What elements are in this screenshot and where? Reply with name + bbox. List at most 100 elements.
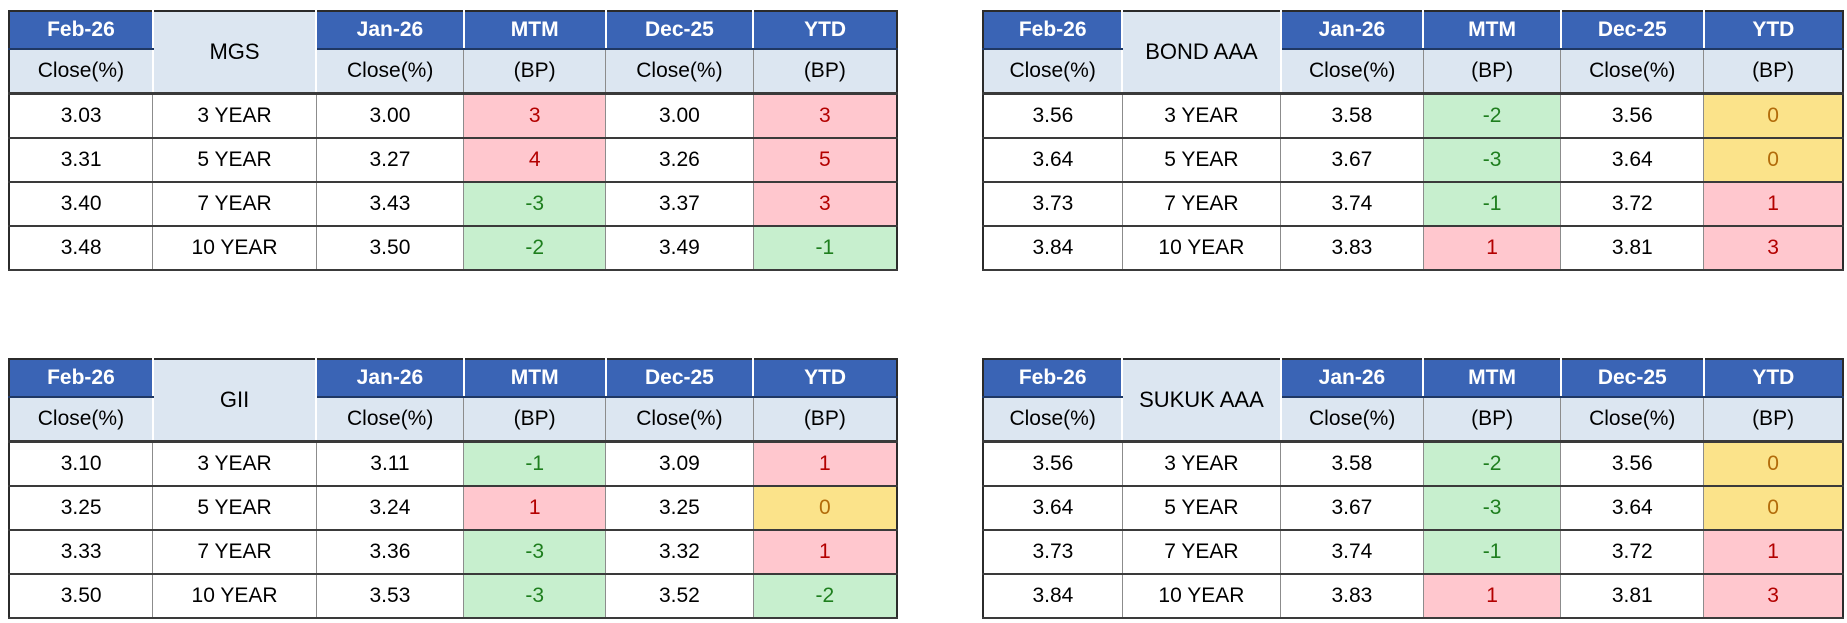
table-name-cell: GII	[151, 359, 318, 443]
dec-close-cell: 3.64	[1560, 486, 1705, 531]
table-row: 3.31 5 YEAR 3.27 4 3.26 5	[9, 138, 897, 183]
tenor-cell: 3 YEAR	[152, 93, 317, 139]
mtm-bp-cell: -1	[463, 441, 607, 487]
dec-close-cell: 3.72	[1560, 530, 1705, 575]
ytd-bp-cell: 3	[1703, 226, 1843, 271]
feb-close-cell: 3.48	[9, 226, 154, 271]
table-row: 3.10 3 YEAR 3.11 -1 3.09 1	[9, 441, 897, 487]
tenor-cell: 5 YEAR	[1122, 486, 1282, 531]
mtm-bp-cell: 1	[1423, 574, 1562, 619]
feb-close-cell: 3.03	[9, 93, 154, 139]
mtm-bp-cell: -2	[1423, 93, 1562, 139]
feb26-header: Feb-26	[9, 359, 154, 398]
header-row-units: Close(%) Close(%) (BP) Close(%) (BP)	[983, 397, 1843, 443]
mtm-bp-cell: -1	[1423, 530, 1562, 575]
close-pct-subheader: Close(%)	[316, 49, 465, 95]
ytd-header: YTD	[753, 359, 897, 398]
table-row: 3.73 7 YEAR 3.74 -1 3.72 1	[983, 182, 1843, 227]
mtm-bp-cell: -2	[463, 226, 607, 271]
dec-close-cell: 3.00	[605, 93, 754, 139]
table-row: 3.84 10 YEAR 3.83 1 3.81 3	[983, 226, 1843, 271]
ytd-bp-cell: -1	[753, 226, 897, 271]
table-row: 3.48 10 YEAR 3.50 -2 3.49 -1	[9, 226, 897, 271]
mtm-bp-cell: -3	[463, 182, 607, 227]
close-pct-subheader: Close(%)	[1280, 397, 1424, 443]
table-row: 3.64 5 YEAR 3.67 -3 3.64 0	[983, 138, 1843, 183]
dec-close-cell: 3.09	[605, 441, 754, 487]
table-row: 3.56 3 YEAR 3.58 -2 3.56 0	[983, 441, 1843, 487]
feb-close-cell: 3.84	[983, 574, 1123, 619]
table-sukuk-aaa: Feb-26 SUKUK AAA Jan-26 MTM Dec-25 YTD Close(%…	[982, 358, 1844, 619]
ytd-bp-cell: 1	[753, 530, 897, 575]
dec-close-cell: 3.52	[605, 574, 754, 619]
feb-close-cell: 3.56	[983, 93, 1123, 139]
jan-close-cell: 3.67	[1280, 138, 1424, 183]
bp-subheader: (BP)	[1423, 397, 1562, 443]
dec-close-cell: 3.37	[605, 182, 754, 227]
mtm-header: MTM	[463, 11, 607, 50]
dec-close-cell: 3.72	[1560, 182, 1705, 227]
table-name-cell: SUKUK AAA	[1121, 359, 1282, 443]
tenor-cell: 7 YEAR	[1122, 530, 1282, 575]
jan-close-cell: 3.58	[1280, 441, 1424, 487]
tenor-cell: 7 YEAR	[1122, 182, 1282, 227]
table-row: 3.25 5 YEAR 3.24 1 3.25 0	[9, 486, 897, 531]
header-row-period: Feb-26 BOND AAA Jan-26 MTM Dec-25 YTD	[983, 11, 1843, 95]
feb-close-cell: 3.40	[9, 182, 154, 227]
ytd-header: YTD	[1703, 359, 1843, 398]
jan-close-cell: 3.83	[1280, 226, 1424, 271]
jan-close-cell: 3.74	[1280, 530, 1424, 575]
header-row-period: Feb-26 GII Jan-26 MTM Dec-25 YTD	[9, 359, 897, 443]
table-name-cell: MGS	[151, 11, 318, 95]
mtm-bp-cell: -2	[1423, 441, 1562, 487]
yield-table-grid: Feb-26 SUKUK AAA Jan-26 MTM Dec-25 YTD Close(%…	[982, 358, 1844, 619]
jan26-header: Jan-26	[1280, 359, 1425, 398]
feb-close-cell: 3.33	[9, 530, 154, 575]
yield-table-grid: Feb-26 GII Jan-26 MTM Dec-25 YTD Close(%) Close…	[8, 358, 898, 619]
ytd-bp-cell: 0	[1703, 138, 1843, 183]
close-pct-subheader: Close(%)	[316, 397, 465, 443]
close-pct-subheader: Close(%)	[9, 49, 154, 95]
close-pct-subheader: Close(%)	[1560, 49, 1705, 95]
table-row: 3.33 7 YEAR 3.36 -3 3.32 1	[9, 530, 897, 575]
tenor-cell: 7 YEAR	[152, 530, 317, 575]
jan-close-cell: 3.11	[316, 441, 465, 487]
table-mgs: Feb-26 MGS Jan-26 MTM Dec-25 YTD Close(%) Close…	[8, 10, 898, 271]
mtm-header: MTM	[1423, 359, 1562, 398]
header-row-units: Close(%) Close(%) (BP) Close(%) (BP)	[9, 49, 897, 95]
bp-subheader: (BP)	[463, 49, 607, 95]
ytd-bp-cell: 5	[753, 138, 897, 183]
jan-close-cell: 3.24	[316, 486, 465, 531]
table-bond-aaa: Feb-26 BOND AAA Jan-26 MTM Dec-25 YTD Close(%)…	[982, 10, 1844, 271]
table-row: 3.56 3 YEAR 3.58 -2 3.56 0	[983, 93, 1843, 139]
close-pct-subheader: Close(%)	[983, 49, 1123, 95]
feb26-header: Feb-26	[983, 11, 1124, 50]
dec25-header: Dec-25	[1560, 11, 1705, 50]
table-row: 3.03 3 YEAR 3.00 3 3.00 3	[9, 93, 897, 139]
jan26-header: Jan-26	[316, 11, 465, 50]
jan26-header: Jan-26	[316, 359, 465, 398]
mtm-bp-cell: -1	[1423, 182, 1562, 227]
jan-close-cell: 3.58	[1280, 93, 1424, 139]
close-pct-subheader: Close(%)	[983, 397, 1123, 443]
ytd-bp-cell: 1	[1703, 530, 1843, 575]
feb-close-cell: 3.10	[9, 441, 154, 487]
mtm-bp-cell: 1	[463, 486, 607, 531]
feb26-header: Feb-26	[9, 11, 154, 50]
bp-subheader: (BP)	[753, 49, 897, 95]
mtm-bp-cell: -3	[463, 530, 607, 575]
dec25-header: Dec-25	[1560, 359, 1705, 398]
feb-close-cell: 3.56	[983, 441, 1123, 487]
jan26-header: Jan-26	[1280, 11, 1425, 50]
header-row-units: Close(%) Close(%) (BP) Close(%) (BP)	[983, 49, 1843, 95]
feb26-header: Feb-26	[983, 359, 1124, 398]
dec-close-cell: 3.32	[605, 530, 754, 575]
jan-close-cell: 3.83	[1280, 574, 1424, 619]
tenor-cell: 7 YEAR	[152, 182, 317, 227]
dec-close-cell: 3.56	[1560, 441, 1705, 487]
close-pct-subheader: Close(%)	[9, 397, 154, 443]
table-row: 3.73 7 YEAR 3.74 -1 3.72 1	[983, 530, 1843, 575]
jan-close-cell: 3.27	[316, 138, 465, 183]
mtm-bp-cell: 3	[463, 93, 607, 139]
